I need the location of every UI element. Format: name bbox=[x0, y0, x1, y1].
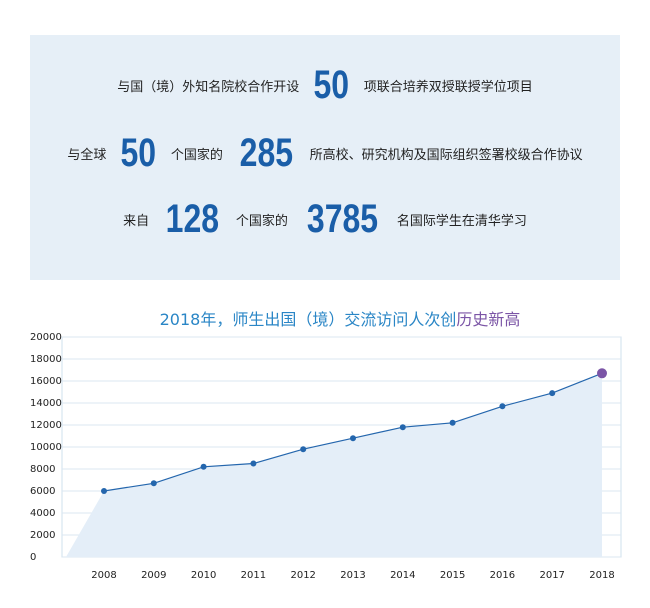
chart-title: 2018年，师生出国（境）交流访问人次创历史新高 bbox=[160, 310, 521, 329]
x-tick-label: 2008 bbox=[91, 570, 116, 581]
y-tick-label: 8000 bbox=[30, 464, 55, 475]
x-tick-label: 2011 bbox=[241, 570, 266, 581]
y-tick-label: 20000 bbox=[30, 332, 62, 343]
x-tick-label: 2014 bbox=[390, 570, 415, 581]
stat-text: 来自 bbox=[123, 214, 150, 229]
point bbox=[350, 435, 356, 442]
point bbox=[597, 368, 607, 379]
x-tick-label: 2016 bbox=[490, 570, 515, 581]
stat-number: 285 bbox=[239, 131, 293, 175]
point bbox=[101, 488, 107, 494]
stat-text: 所高校、研究机构及国际组织签署校级合作协议 bbox=[309, 148, 583, 163]
stat-text: 个国家的 bbox=[235, 214, 288, 229]
point bbox=[449, 419, 456, 426]
stat-text: 个国家的 bbox=[170, 148, 223, 163]
stat-text: 项联合培养双授联授学位项目 bbox=[363, 80, 533, 95]
point bbox=[499, 403, 506, 410]
stat-number: 128 bbox=[165, 197, 220, 241]
x-tick-label: 2009 bbox=[141, 570, 166, 581]
x-tick-label: 2012 bbox=[290, 570, 315, 581]
x-tick-label: 2013 bbox=[340, 570, 365, 581]
y-tick-label: 18000 bbox=[30, 354, 62, 365]
point bbox=[150, 480, 157, 487]
stat-line: 与国（境）外知名院校合作开设 50 项联合培养双授联授学位项目 bbox=[30, 63, 620, 108]
title-highlight: 历史新高 bbox=[456, 310, 520, 329]
stat-text: 与国（境）外知名院校合作开设 bbox=[117, 80, 300, 95]
x-tick-label: 2018 bbox=[589, 570, 614, 581]
point bbox=[300, 446, 307, 453]
y-tick-label: 4000 bbox=[30, 508, 55, 519]
stat-line: 与全球 50 个国家的 285 所高校、研究机构及国际组织签署校级合作协议 bbox=[30, 131, 620, 176]
y-tick-label: 0 bbox=[30, 552, 36, 563]
area bbox=[66, 373, 602, 557]
y-tick-label: 14000 bbox=[30, 398, 62, 409]
stat-number: 50 bbox=[313, 63, 350, 107]
y-tick-label: 12000 bbox=[30, 420, 62, 431]
stat-number: 50 bbox=[120, 131, 157, 175]
stats-box: 与国（境）外知名院校合作开设 50 项联合培养双授联授学位项目与全球 50 个国家的 28… bbox=[30, 35, 620, 280]
stat-text: 与全球 bbox=[67, 148, 107, 163]
stat-line: 来自 128 个国家的 3785 名国际学生在清华学习 bbox=[30, 197, 620, 242]
y-tick-label: 2000 bbox=[30, 530, 55, 541]
y-tick-label: 16000 bbox=[30, 376, 62, 387]
stat-text: 名国际学生在清华学习 bbox=[396, 214, 527, 229]
x-tick-label: 2017 bbox=[539, 570, 564, 581]
point bbox=[399, 424, 406, 431]
x-tick-label: 2015 bbox=[440, 570, 465, 581]
point bbox=[549, 390, 556, 397]
y-tick-label: 6000 bbox=[30, 486, 55, 497]
point bbox=[250, 460, 257, 467]
x-tick-label: 2010 bbox=[191, 570, 216, 581]
y-tick-label: 10000 bbox=[30, 442, 62, 453]
stat-number: 3785 bbox=[306, 197, 378, 241]
point bbox=[200, 463, 207, 470]
title-main: 2018年，师生出国（境）交流访问人次创 bbox=[160, 310, 457, 329]
